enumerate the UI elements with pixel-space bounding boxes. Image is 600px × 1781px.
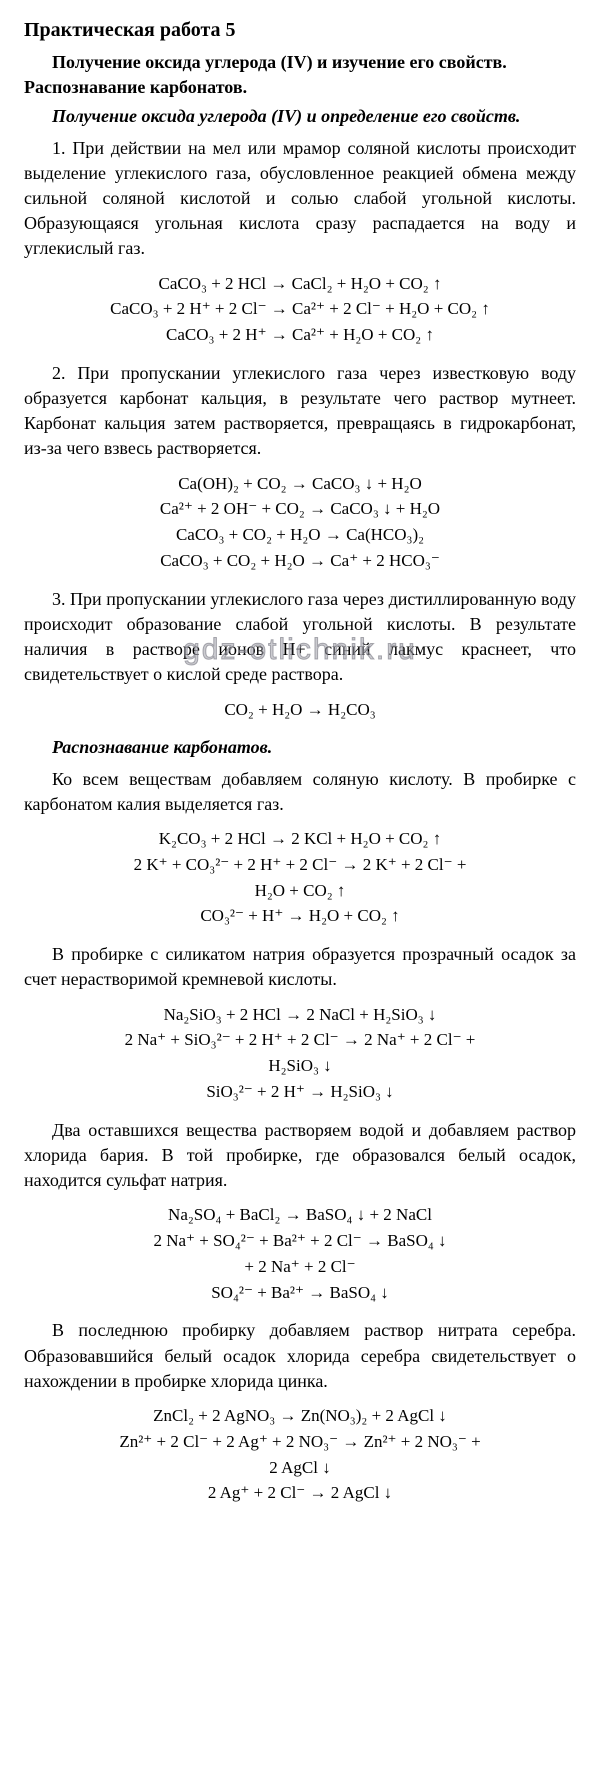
equation-block-5: Na₂SiO₃ + 2 HCl → 2 NaCl + H₂SiO₃ ↓ 2 Na… xyxy=(24,1003,576,1104)
paragraph-1: 1. При действии на мел или мрамор соляно… xyxy=(24,136,576,262)
paragraph-3: 3. При пропускании углекислого газа чере… xyxy=(24,587,576,688)
equation-block-1: CaCO₃ + 2 HCl → CaCl₂ + H₂O + CO₂ ↑ CaCO… xyxy=(24,272,576,347)
section2-heading: Распознавание карбонатов. xyxy=(24,735,576,760)
equation-block-3: CO₂ + H₂O → H₂CO₃ xyxy=(24,698,576,722)
equation: Zn²⁺ + 2 Cl⁻ + 2 Ag⁺ + 2 NO₃⁻ → Zn²⁺ + 2… xyxy=(24,1430,576,1454)
paragraph-7: В последнюю пробирку добавляем раствор н… xyxy=(24,1318,576,1394)
equation: Na₂SiO₃ + 2 HCl → 2 NaCl + H₂SiO₃ ↓ xyxy=(24,1003,576,1027)
equation: 2 AgCl ↓ xyxy=(24,1456,576,1480)
paragraph-4: Ко всем веществам добавляем соляную кисл… xyxy=(24,767,576,817)
equation: H₂SiO₃ ↓ xyxy=(24,1054,576,1078)
equation: CaCO₃ + CO₂ + H₂O → Ca(HCO₃)₂ xyxy=(24,523,576,547)
equation: CaCO₃ + 2 H⁺ → Ca²⁺ + H₂O + CO₂ ↑ xyxy=(24,323,576,347)
equation-block-7: ZnCl₂ + 2 AgNO₃ → Zn(NO₃)₂ + 2 AgCl ↓ Zn… xyxy=(24,1404,576,1505)
paragraph-6: Два оставшихся вещества растворяем водой… xyxy=(24,1118,576,1194)
equation: Ca(OH)₂ + CO₂ → CaCO₃ ↓ + H₂O xyxy=(24,472,576,496)
equation: CaCO₃ + 2 HCl → CaCl₂ + H₂O + CO₂ ↑ xyxy=(24,272,576,296)
paragraph-2: 2. При пропускании углекислого газа чере… xyxy=(24,361,576,462)
equation-block-2: Ca(OH)₂ + CO₂ → CaCO₃ ↓ + H₂O Ca²⁺ + 2 O… xyxy=(24,472,576,573)
equation: CaCO₃ + 2 H⁺ + 2 Cl⁻ → Ca²⁺ + 2 Cl⁻ + H₂… xyxy=(24,297,576,321)
equation: CO₃²⁻ + H⁺ → H₂O + CO₂ ↑ xyxy=(24,904,576,928)
equation: SO₄²⁻ + Ba²⁺ → BaSO₄ ↓ xyxy=(24,1281,576,1305)
equation: SiO₃²⁻ + 2 H⁺ → H₂SiO₃ ↓ xyxy=(24,1080,576,1104)
equation-block-6: Na₂SO₄ + BaCl₂ → BaSO₄ ↓ + 2 NaCl 2 Na⁺ … xyxy=(24,1203,576,1304)
equation: 2 Na⁺ + SiO₃²⁻ + 2 H⁺ + 2 Cl⁻ → 2 Na⁺ + … xyxy=(24,1028,576,1052)
subtitle: Получение оксида углерода (IV) и изучени… xyxy=(24,50,576,100)
equation: 2 K⁺ + CO₃²⁻ + 2 H⁺ + 2 Cl⁻ → 2 K⁺ + 2 C… xyxy=(24,853,576,877)
equation: Ca²⁺ + 2 OH⁻ + CO₂ → CaCO₃ ↓ + H₂O xyxy=(24,497,576,521)
equation-block-4: K₂CO₃ + 2 HCl → 2 KCl + H₂O + CO₂ ↑ 2 K⁺… xyxy=(24,827,576,928)
equation: K₂CO₃ + 2 HCl → 2 KCl + H₂O + CO₂ ↑ xyxy=(24,827,576,851)
equation: CaCO₃ + CO₂ + H₂O → Ca⁺ + 2 HCO₃⁻ xyxy=(24,549,576,573)
equation: + 2 Na⁺ + 2 Cl⁻ xyxy=(24,1255,576,1279)
equation: CO₂ + H₂O → H₂CO₃ xyxy=(24,698,576,722)
equation: H₂O + CO₂ ↑ xyxy=(24,879,576,903)
equation: 2 Na⁺ + SO₄²⁻ + Ba²⁺ + 2 Cl⁻ → BaSO₄ ↓ xyxy=(24,1229,576,1253)
equation: ZnCl₂ + 2 AgNO₃ → Zn(NO₃)₂ + 2 AgCl ↓ xyxy=(24,1404,576,1428)
page-title: Практическая работа 5 xyxy=(24,16,576,44)
paragraph-5: В пробирке с силикатом натрия образуется… xyxy=(24,942,576,992)
equation: 2 Ag⁺ + 2 Cl⁻ → 2 AgCl ↓ xyxy=(24,1481,576,1505)
section1-heading: Получение оксида углерода (IV) и определ… xyxy=(24,104,576,129)
equation: Na₂SO₄ + BaCl₂ → BaSO₄ ↓ + 2 NaCl xyxy=(24,1203,576,1227)
